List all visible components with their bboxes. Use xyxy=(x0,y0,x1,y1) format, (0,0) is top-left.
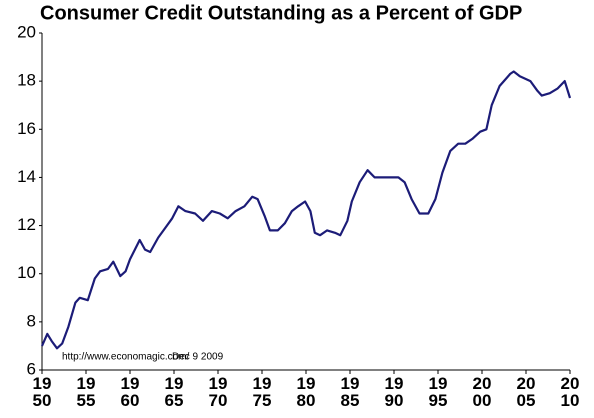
y-tick-label: 20 xyxy=(17,22,36,41)
y-tick-label: 6 xyxy=(27,359,36,378)
x-tick-label: 2000 xyxy=(472,374,492,410)
x-tick-label: 1950 xyxy=(32,374,52,410)
x-tick-label: 2010 xyxy=(560,374,580,410)
x-tick-label: 1965 xyxy=(164,374,184,410)
x-tick-label: 2005 xyxy=(516,374,536,410)
chart-title: Consumer Credit Outstanding as a Percent… xyxy=(40,2,522,24)
y-tick-label: 8 xyxy=(27,311,36,330)
x-tick-label: 1955 xyxy=(76,374,96,410)
y-tick-label: 16 xyxy=(17,119,36,138)
y-tick-label: 18 xyxy=(17,71,36,90)
y-tick-label: 12 xyxy=(17,215,36,234)
y-tick-label: 10 xyxy=(17,263,36,282)
x-tick-label: 1990 xyxy=(384,374,404,410)
line-series xyxy=(40,70,572,350)
x-tick-label: 1985 xyxy=(340,374,360,410)
x-tick-label: 1980 xyxy=(296,374,316,410)
x-tick-label: 1995 xyxy=(428,374,448,410)
annotation: Dec 9 2009 xyxy=(172,352,224,363)
x-tick-label: 1975 xyxy=(252,374,272,410)
y-tick-label: 14 xyxy=(17,167,36,186)
x-tick-label: 1960 xyxy=(120,374,140,410)
annotation: http://www.economagic.com/ xyxy=(62,352,189,363)
x-tick-label: 1970 xyxy=(208,374,228,410)
